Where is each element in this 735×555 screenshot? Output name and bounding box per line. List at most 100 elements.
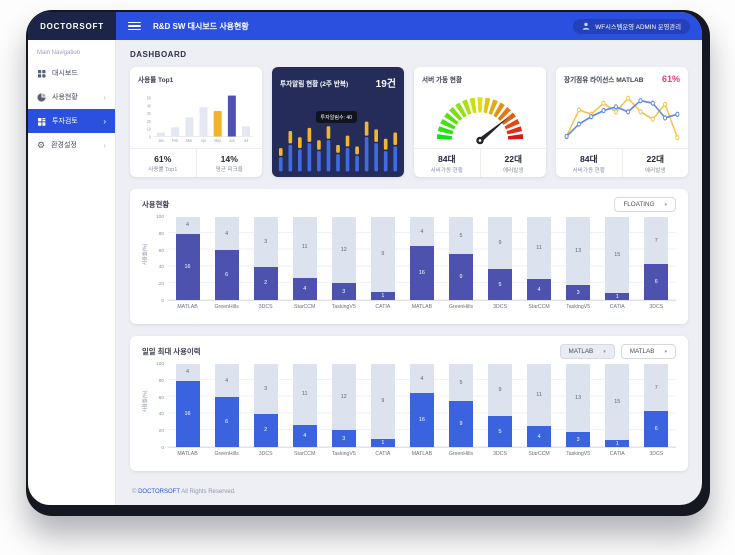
invest-alert-bar-chart[interactable] [272,92,404,177]
stat-value: 14% [220,153,238,164]
bar-segment-free: 13 [566,217,591,286]
svg-text:Jun: Jun [229,138,235,144]
settings-gear-icon: ⚙ [37,139,46,150]
sidebar-item-label: 사용현황 [52,94,78,101]
panel-daily-max-usage: 일일 최대 사용이력 MATLAB ▾ MATLAB ▾ 사용률(%) 0 20 40 60 8… [130,336,688,471]
bar-matlab[interactable]: 4 16 [409,364,434,447]
user-menu[interactable]: WF시스템운영 ADMIN 운영관리 [573,18,690,34]
bar-segment-free: 9 [370,364,395,439]
svg-text:May: May [214,138,222,144]
card-server-status: 서버 가동 현황 84대 서버가동 현황 22대 에러발생 [414,67,546,177]
bar-segment-used: 9 [448,401,473,447]
bar-segment-free: 15 [605,217,630,294]
sidebar-section-label: Main Navigation [37,50,81,56]
y-tick-label: 0 [161,446,164,451]
bar-starccm[interactable]: 11 4 [292,217,317,300]
sidebar-item-2-usage-pie[interactable]: 사용현황 › [28,85,115,109]
bar-segment-free: 15 [605,364,630,441]
sidebar-item-1-dashboard[interactable]: 대시보드 [28,61,115,85]
stat-label: 평균 피크율 [215,166,243,173]
x-tick-label: GreenHills [214,304,239,310]
invest-alert-title: 투자알림 현황 (2주 반복) [280,80,349,88]
chevron-right-icon: › [103,92,106,102]
bar-segment-used: 4 [527,279,552,300]
top-bar-main: R&D SW 대시보드 사용현황 WF시스템운영 ADMIN 운영관리 [116,12,702,40]
bar-taskingv5[interactable]: 13 3 [566,217,591,300]
select-daily-max-usage-1[interactable]: MATLAB ▾ [559,344,615,359]
bar-matlab[interactable]: 4 16 [175,217,200,300]
bar-segment-used: 6 [644,411,669,447]
panel-usage-status: 사용현황 FLOATING ▾ 사용률(%) 0 20 40 60 80 100 4 16 4 6 3 2… [130,189,688,324]
x-tick-label: TaskingV5 [566,304,591,310]
bar-matlab[interactable]: 4 16 [175,364,200,447]
svg-text:Jan: Jan [158,138,164,144]
x-tick-label: StarCCM [528,451,550,457]
bar-segment-used: 3 [331,430,356,447]
svg-text:Apr: Apr [201,138,207,144]
bar-segment-free: 5 [448,364,473,402]
y-axis-label: 사용률(%) [142,390,149,413]
x-tick-label: 3DCS [649,451,664,457]
sidebar-item-3-invest-grid[interactable]: 투자검토 › [28,109,115,133]
svg-text:10: 10 [147,126,152,132]
x-tick-label: TaskingV5 [566,451,591,457]
bar-segment-used: 1 [370,291,395,300]
stat-value: 61% [154,153,172,164]
y-axis-label: 사용률(%) [142,243,149,266]
usage-top1-mini-bar-chart[interactable]: 0 10 20 30 40 50 Jan Feb Mar Apr May Jun Jul [130,86,262,148]
bar-taskingv5[interactable]: 12 3 [331,217,356,300]
stat-label: 서버가동 현황 [572,167,605,174]
brand-logo[interactable]: DOCTORSOFT [28,12,116,40]
bar-matlab[interactable]: 4 16 [409,217,434,300]
stat-errors: 22대 에러발생 [479,149,547,177]
bar-taskingv5[interactable]: 12 3 [331,364,356,447]
copyright-prefix: © [132,489,137,495]
panel-title: 사용현황 [142,200,170,209]
bar-segment-used: 1 [370,438,395,447]
sidebar-item-label: 투자검토 [52,118,78,125]
bar-segment-used: 5 [488,416,513,447]
bar-segment-free: 7 [644,364,669,412]
x-axis-labels: MATLAB GreenHills 3DCS StarCCM TaskingV5 CATI… [168,304,676,310]
license-line-chart[interactable] [556,86,688,148]
bar-segment-free: 9 [488,217,513,270]
bar-starccm[interactable]: 11 4 [527,364,552,447]
bar-segment-used: 6 [644,264,669,300]
bar-segment-used: 16 [409,393,434,447]
bar-segment-free: 11 [292,217,317,278]
bar-catia[interactable]: 15 1 [605,364,630,447]
user-name: WF시스템운영 ADMIN 운영관리 [595,23,681,31]
chevron-right-icon: › [103,140,106,150]
plot-area: 4 16 4 6 3 2 11 4 12 3 9 1 4 16 5 9 9 5 11 4 13 3 15 1 7 6 MATLAB G… [168,364,676,464]
bar-segment-free: 3 [253,364,278,414]
bar-starccm[interactable]: 11 4 [527,217,552,300]
bar-segment-free: 4 [409,364,434,394]
select-daily-max-usage-2[interactable]: MATLAB ▾ [620,344,676,359]
server-gauge-chart [414,86,546,148]
copyright-brand[interactable]: DOCTORSOFT [138,489,180,495]
daily-max-usage-chart: 사용률(%) 0 20 40 60 80 100 4 16 4 6 3 2 11 4 12 3 9 1 4 16 5 9 9 5… [142,362,676,464]
bar-taskingv5[interactable]: 13 3 [566,364,591,447]
sidebar-item-4-settings-gear[interactable]: ⚙ 환경설정 › [28,133,115,157]
menu-toggle-icon[interactable] [128,21,141,31]
card-title: 장기점유 라이선스 MATLAB 61% [556,67,688,86]
select-usage-status-1[interactable]: FLOATING ▾ [614,197,676,212]
stat-errors: 22대 에러발생 [621,149,689,177]
bars-layer: 4 16 4 6 3 2 11 4 12 3 9 1 4 16 5 9 9 5 11 4 13 3 15 1 7 6 [168,364,676,447]
chart-tooltip: 투자알림수: 40 [315,111,357,123]
bar-starccm[interactable]: 11 4 [292,364,317,447]
bar-segment-used: 16 [409,246,434,300]
bar-catia[interactable]: 15 1 [605,217,630,300]
